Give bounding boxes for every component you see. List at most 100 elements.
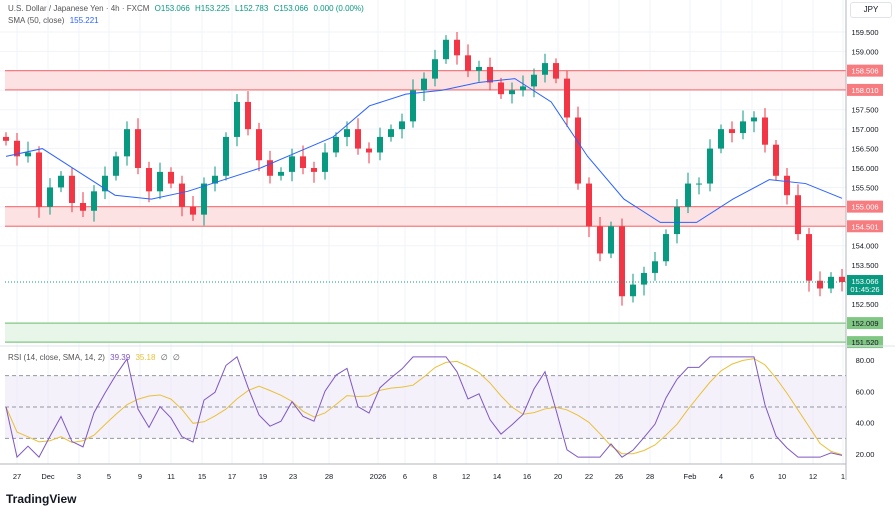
candle-down: [14, 140, 20, 157]
candle-up: [377, 136, 383, 153]
time-tick: 5: [107, 472, 111, 481]
candle-up: [663, 234, 669, 262]
close-value: C153.066: [273, 4, 309, 13]
candle-up: [718, 129, 724, 149]
candle-down: [366, 148, 372, 153]
candle-up: [520, 86, 526, 91]
candle-down: [135, 129, 141, 169]
candle-down: [245, 101, 251, 130]
candle-down: [762, 117, 768, 145]
price-label-bg: [847, 220, 883, 233]
last-price-label: 153.066: [851, 277, 878, 286]
candle-up: [25, 152, 31, 157]
candle-down: [311, 168, 317, 172]
candle-down: [773, 144, 779, 176]
high-value: H153.225: [195, 4, 230, 13]
price-tick: 152.500: [851, 300, 878, 309]
time-tick: 15: [198, 472, 206, 481]
price-label-bg: [847, 64, 883, 77]
candle-up: [421, 78, 427, 91]
zone-resistance: [5, 206, 846, 227]
candle-down: [267, 160, 273, 176]
time-tick: 17: [228, 472, 236, 481]
time-tick: 3: [77, 472, 81, 481]
time-tick: 28: [325, 472, 333, 481]
candle-up: [641, 272, 647, 285]
rsi-sma-line: [5, 358, 843, 456]
time-tick: 23: [289, 472, 297, 481]
candle-down: [575, 117, 581, 184]
rsi-tick: 40.00: [856, 419, 875, 428]
time-tick: 2026: [370, 472, 387, 481]
candle-up: [157, 171, 163, 192]
candle-up: [509, 90, 515, 95]
candle-down: [190, 206, 196, 215]
zone-price-label: 158.010: [851, 86, 878, 95]
last-price-badge: [847, 275, 883, 296]
rsi-label: RSI (14, close, SMA, 14, 2): [8, 353, 105, 362]
price-tick: 156.500: [851, 145, 878, 154]
time-tick: 6: [403, 472, 407, 481]
currency-button[interactable]: JPY: [850, 2, 892, 18]
sma-value: 155.221: [69, 16, 99, 25]
rsi-line: [5, 356, 843, 459]
candle-down: [36, 152, 42, 207]
candle-up: [212, 175, 218, 184]
candle-down: [69, 175, 75, 203]
candle-up: [542, 63, 548, 75]
candle-down: [553, 63, 559, 79]
time-tick: 22: [585, 472, 593, 481]
time-tick: 27: [13, 472, 21, 481]
price-label-bg: [847, 317, 883, 330]
tradingview-logo[interactable]: TradingView: [6, 492, 77, 506]
candle-down: [146, 168, 152, 192]
time-tick: Dec: [41, 472, 55, 481]
rsi-tick: 20.00: [856, 450, 875, 459]
candle-down: [817, 280, 823, 289]
candle-up: [410, 90, 416, 122]
candle-down: [179, 183, 185, 207]
candle-up: [124, 129, 130, 157]
zone-price-label: 152.009: [851, 319, 878, 328]
candle-up: [234, 101, 240, 137]
candle-up: [322, 152, 328, 172]
open-value: O153.066: [154, 4, 190, 13]
time-tick: 1: [841, 472, 845, 481]
time-tick: 19: [259, 472, 267, 481]
candle-down: [3, 136, 9, 141]
price-tick: 156.000: [851, 164, 878, 173]
candle-up: [333, 136, 339, 153]
candle-down: [465, 55, 471, 71]
rsi-sma-value: 35.18: [135, 353, 156, 362]
rsi-tick: 80.00: [856, 356, 875, 365]
change-value: 0.000 (0.00%): [313, 4, 364, 13]
candle-up: [432, 59, 438, 79]
candle-down: [256, 129, 262, 161]
candle-up: [608, 226, 614, 254]
candle-up: [399, 121, 405, 130]
zone-price-label: 158.506: [851, 67, 878, 76]
candle-down: [498, 82, 504, 95]
candle-up: [223, 136, 229, 176]
time-tick: 12: [462, 472, 470, 481]
rsi-value: 39.39: [110, 353, 131, 362]
candle-up: [696, 183, 702, 185]
candle-down: [454, 39, 460, 56]
candle-up: [685, 183, 691, 207]
candle-down: [806, 234, 812, 281]
time-tick: 11: [167, 472, 175, 481]
candle-up: [344, 129, 350, 137]
symbol-title: U.S. Dollar / Japanese Yen · 4h · FXCM: [8, 4, 150, 13]
price-tick: 159.500: [851, 28, 878, 37]
time-tick: 20: [554, 472, 562, 481]
price-tick: 157.500: [851, 106, 878, 115]
sma-legend[interactable]: SMA (50, close) 155.221: [8, 16, 99, 25]
price-label-bg: [847, 200, 883, 213]
rsi-legend[interactable]: RSI (14, close, SMA, 14, 2) 39.39 35.18 …: [8, 353, 180, 362]
candle-up: [476, 66, 482, 71]
candle-up: [388, 129, 394, 137]
candle-up: [443, 39, 449, 60]
candle-up: [113, 156, 119, 176]
time-tick: 16: [523, 472, 531, 481]
